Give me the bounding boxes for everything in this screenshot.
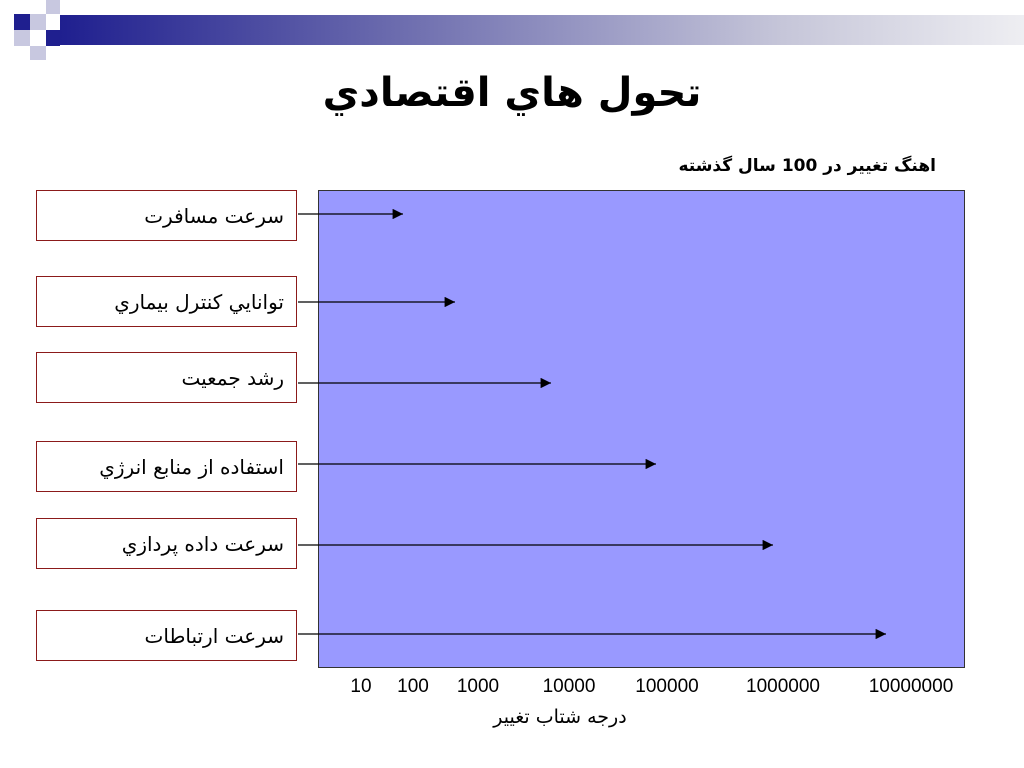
label-box-energy-use: استفاده از منابع انرژي	[36, 441, 297, 492]
decor-square	[30, 14, 46, 30]
label-box-disease-control: توانايي كنترل بيماري	[36, 276, 297, 327]
label-text: رشد جمعيت	[181, 365, 284, 390]
label-text: سرعت مسافرت	[144, 203, 284, 228]
chart-subtitle: اهنگ تغيير در 100 سال گذشته	[678, 156, 936, 176]
label-box-data-processing: سرعت داده پردازي	[36, 518, 297, 569]
x-axis-label: درجه شتاب تغيير	[493, 706, 627, 728]
label-text: سرعت داده پردازي	[121, 531, 284, 556]
label-box-population-growth: رشد جمعيت	[36, 352, 297, 403]
x-tick: 1000000	[746, 676, 820, 697]
label-box-communications: سرعت ارتباطات	[36, 610, 297, 661]
x-tick: 10000	[542, 676, 596, 697]
header-gradient-bar	[60, 15, 1024, 45]
x-tick: 100	[397, 676, 429, 697]
label-text: سرعت ارتباطات	[144, 623, 284, 648]
page-title: تحول هاي اقتصادي	[322, 70, 702, 116]
decor-square	[14, 30, 30, 46]
decor-square	[30, 46, 46, 60]
chart-panel	[318, 190, 965, 668]
decor-square	[46, 0, 60, 14]
x-tick: 10000000	[868, 676, 954, 697]
decor-square	[46, 30, 60, 46]
label-text: توانايي كنترل بيماري	[114, 289, 284, 314]
x-tick: 100000	[635, 676, 699, 697]
decor-square	[14, 14, 30, 30]
x-tick: 10	[350, 676, 372, 697]
label-box-travel-speed: سرعت مسافرت	[36, 190, 297, 241]
label-text: استفاده از منابع انرژي	[99, 454, 284, 479]
x-tick: 1000	[456, 676, 500, 697]
